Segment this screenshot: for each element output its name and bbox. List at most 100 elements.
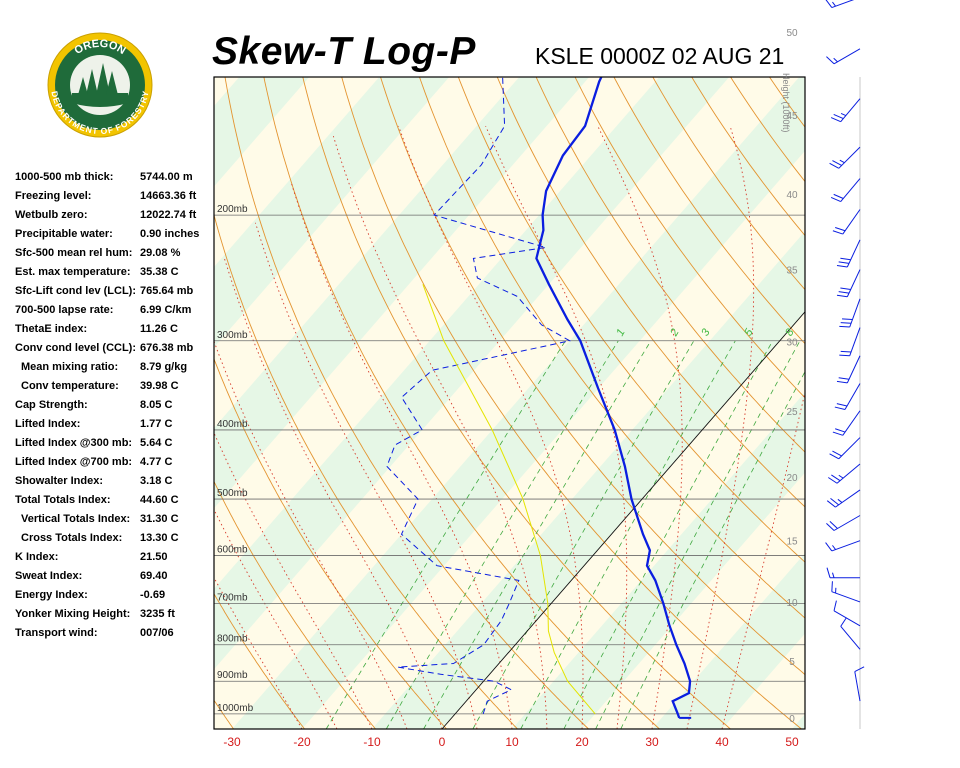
- isobar-label: 600mb: [217, 545, 248, 556]
- moist-adiabat: [290, 182, 513, 729]
- temperature-tick-label: 20: [575, 735, 589, 749]
- isobar-label: 900mb: [217, 670, 248, 681]
- index-label: Est. max temperature:: [15, 266, 131, 278]
- index-label: Freezing level:: [15, 190, 92, 202]
- index-value: 8.05 C: [140, 399, 173, 411]
- index-label: Sweat Index:: [15, 570, 83, 582]
- wind-barb: [854, 671, 861, 702]
- temperature-tick-label: 50: [785, 735, 799, 749]
- index-label: Lifted Index @300 mb:: [15, 437, 133, 449]
- wind-barb-flag: [838, 291, 850, 294]
- wind-barb: [838, 146, 861, 169]
- height-axis-title: Height (1000ft): [781, 73, 791, 133]
- index-row: Lifted Index: 1.77 C: [15, 415, 210, 434]
- index-label: Yonker Mixing Height:: [15, 608, 131, 620]
- index-value: 31.30 C: [140, 513, 179, 525]
- wind-barb: [831, 540, 861, 552]
- index-label: 1000-500 mb thick:: [15, 171, 114, 183]
- dry-adiabat: [224, 77, 589, 729]
- wind-barb: [836, 463, 861, 484]
- isobar-label: 400mb: [217, 419, 248, 430]
- dry-adiabat: [820, 0, 960, 729]
- wind-barb-flag: [842, 318, 853, 320]
- wind-barb-flag: [840, 617, 847, 627]
- index-label: Transport wind:: [15, 627, 98, 639]
- index-label: Mean mixing ratio:: [21, 361, 119, 373]
- wind-barb: [846, 269, 861, 297]
- index-row: Showalter Index: 3.18 C: [15, 472, 210, 491]
- dry-adiabat: [613, 77, 805, 345]
- index-row: ThetaE index: 11.26 C: [15, 320, 210, 339]
- index-row: 700-500 lapse rate: 6.99 C/km: [15, 301, 210, 320]
- index-value: 676.38 mb: [140, 342, 194, 354]
- height-tick-label: 25: [786, 407, 798, 418]
- isobar-label: 300mb: [217, 330, 248, 341]
- height-tick-label: 30: [786, 338, 798, 349]
- wind-barb-half-flag: [832, 1, 836, 7]
- wind-barb-flag: [829, 162, 840, 169]
- index-label: Conv temperature:: [21, 380, 119, 392]
- moist-adiabat: [214, 431, 373, 729]
- wind-barb-flag: [830, 497, 840, 506]
- wind-barb-flag: [831, 581, 833, 592]
- dry-adiabat: [380, 77, 805, 676]
- index-value: 4.77 C: [140, 456, 173, 468]
- temperature-tick-label: -20: [293, 735, 311, 749]
- index-label: Showalter Index:: [15, 475, 104, 487]
- wind-barb-flag: [826, 56, 835, 65]
- dry-adiabat: [214, 592, 305, 729]
- wind-barb-half-flag: [839, 159, 845, 164]
- index-value: 5.64 C: [140, 437, 173, 449]
- wind-barb-flag: [832, 450, 842, 457]
- height-tick-label: 40: [786, 190, 798, 201]
- index-row: Est. max temperature: 35.38 C: [15, 263, 210, 282]
- mixing-ratio-line: [423, 340, 652, 729]
- wind-barb-flag: [829, 520, 838, 529]
- wind-barb: [831, 591, 861, 603]
- wind-barb-flag: [830, 196, 841, 203]
- mixing-ratio-line: [325, 340, 566, 729]
- height-tick-label: 10: [786, 598, 798, 609]
- index-label: Sfc-500 mean rel hum:: [15, 247, 133, 259]
- isobar-label: 1000mb: [217, 703, 254, 714]
- index-row: Precipitable water: 0.90 inches: [15, 225, 210, 244]
- index-value: 14663.36 ft: [140, 190, 197, 202]
- isobar-label: 200mb: [217, 204, 248, 215]
- index-label: 700-500 lapse rate:: [15, 304, 114, 316]
- wind-barb: [846, 239, 861, 268]
- dry-adiabat: [496, 77, 805, 508]
- wind-barb-flag: [833, 600, 837, 611]
- index-label: K Index:: [15, 551, 59, 563]
- wind-barb-flag: [838, 261, 850, 264]
- dry-adiabat: [214, 480, 376, 729]
- wind-barb-half-flag: [832, 545, 836, 550]
- dry-adiabat: [263, 77, 660, 729]
- index-value: 44.60 C: [140, 494, 179, 506]
- dry-adiabat: [856, 0, 960, 729]
- oregon-forestry-logo: OREGON DEPARTMENT OF FORESTRY: [47, 32, 153, 138]
- isotherm-band: [214, 77, 310, 187]
- dry-adiabat: [341, 77, 802, 729]
- index-value: 007/06: [140, 627, 174, 639]
- wind-barb: [844, 383, 861, 410]
- wind-barb-half-flag: [833, 57, 838, 63]
- wind-barb-flag: [825, 0, 833, 8]
- wind-barb: [842, 410, 861, 436]
- temperature-tick-label: 10: [505, 735, 519, 749]
- index-row: Energy Index: -0.69: [15, 586, 210, 605]
- index-row: Mean mixing ratio: 8.79 g/kg: [15, 358, 210, 377]
- index-value: 0.90 inches: [140, 228, 200, 240]
- index-value: 35.38 C: [140, 266, 179, 278]
- dry-adiabat: [418, 77, 805, 619]
- index-row: Sfc-Lift cond lev (LCL): 765.64 mb: [15, 282, 210, 301]
- stability-indices-panel: 1000-500 mb thick: 5744.00 m Freezing leve…: [15, 168, 210, 643]
- height-tick-label: 20: [786, 473, 798, 484]
- chart-title: Skew-T Log-P: [212, 30, 476, 73]
- isotherm-band: [214, 77, 450, 348]
- index-row: Sfc-500 mean rel hum: 29.08 %: [15, 244, 210, 263]
- index-label: Precipitable water:: [15, 228, 113, 240]
- station-time-label: KSLE 0000Z 02 AUG 21: [535, 43, 785, 69]
- wind-barb-flag: [835, 428, 846, 433]
- index-label: Vertical Totals Index:: [21, 513, 131, 525]
